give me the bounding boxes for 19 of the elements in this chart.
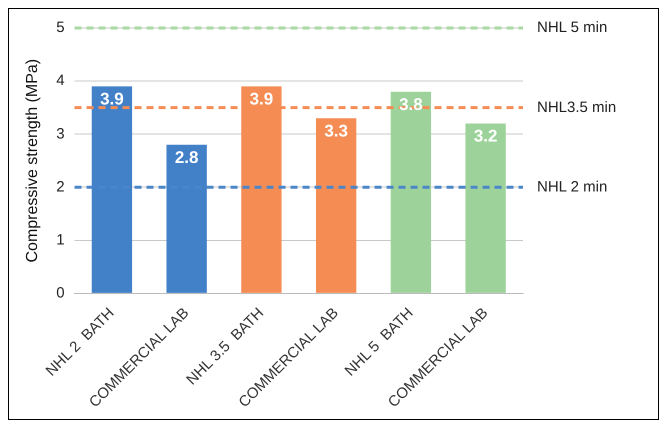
ref-line-label: NHL 2 min xyxy=(537,178,608,196)
y-tick-label: 2 xyxy=(56,178,65,196)
y-tick-label: 3 xyxy=(56,125,65,142)
data-label: 3.9 xyxy=(250,90,274,109)
data-label: 3.2 xyxy=(474,126,498,146)
y-tick-label: 1 xyxy=(56,231,65,248)
data-label: 3.8 xyxy=(399,94,423,114)
y-tick-label: 5 xyxy=(56,19,65,36)
bar xyxy=(390,92,432,293)
data-label: 3.9 xyxy=(100,90,124,109)
ref-line-label: NHL3.5 min xyxy=(537,98,616,116)
data-label: 3.3 xyxy=(324,121,348,140)
y-tick-label: 0 xyxy=(56,284,65,302)
bar xyxy=(465,124,506,293)
ref-line-label: NHL 5 min xyxy=(537,19,608,36)
bar xyxy=(316,118,356,293)
y-axis-title: Compressive strength (MPa) xyxy=(24,58,42,263)
data-label: 2.8 xyxy=(174,148,198,167)
y-tick-label: 4 xyxy=(56,72,65,90)
